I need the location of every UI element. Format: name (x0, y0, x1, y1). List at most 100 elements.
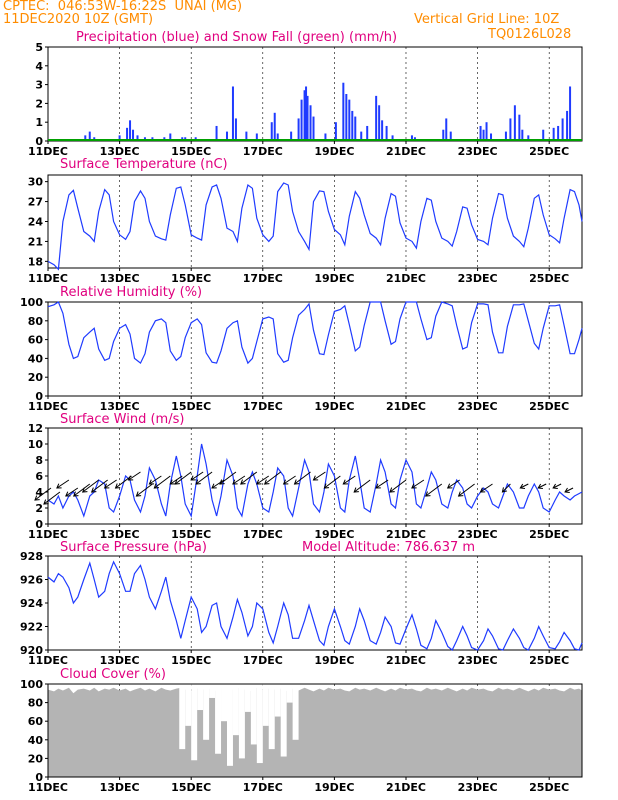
cloud-xtick-label: 13DEC (100, 781, 140, 794)
wind-arrow (342, 475, 356, 485)
wind-arrow (537, 483, 547, 489)
precip-bar (225, 131, 228, 141)
wind-arrow-head (135, 491, 142, 497)
wind-arrow-head (232, 479, 238, 485)
rh-xtick-label: 21DEC (386, 400, 426, 413)
precip-bar (410, 135, 413, 141)
precip-bar (245, 131, 248, 141)
precip-bar (290, 131, 293, 141)
wind-arrow (353, 479, 371, 493)
wind-arrow-head (195, 479, 201, 485)
wind-arrow-head (479, 487, 486, 493)
cloud-gap (250, 684, 257, 745)
precip-bar (354, 116, 357, 141)
wind-arrow-head (56, 483, 62, 489)
cloud-xtick-label: 25DEC (529, 781, 569, 794)
precip-bar (513, 105, 516, 141)
temp-ytick-label: 27 (28, 196, 43, 209)
wind-arrow (190, 471, 204, 481)
wind-arrow (219, 471, 237, 485)
temp-xtick-label: 25DEC (529, 272, 569, 285)
press-xtick-label: 21DEC (386, 654, 426, 667)
precip-xtick-label: 23DEC (458, 145, 498, 158)
rh-line (47, 301, 583, 365)
precip-bar (449, 131, 452, 141)
press-ytick-label: 926 (20, 574, 43, 587)
wind-arrow (232, 475, 246, 485)
wind-ytick-label: 12 (28, 422, 43, 435)
cloud-xtick-label: 23DEC (458, 781, 498, 794)
precip-bar (552, 127, 555, 141)
precip-ytick-label: 1 (35, 116, 43, 129)
wind-arrow (211, 479, 225, 489)
rh-xtick-label: 11DEC (28, 400, 68, 413)
cloud-gap (191, 684, 198, 761)
precip-bar (566, 110, 569, 141)
wind-arrow-head (411, 483, 417, 489)
wind-xtick-label: 19DEC (314, 528, 354, 541)
wind-line (47, 443, 583, 518)
wind-arrow (82, 479, 100, 493)
rh-xtick-label: 23DEC (458, 400, 498, 413)
temp-xtick-label: 17DEC (243, 272, 283, 285)
wind-ytick-label: 6 (35, 470, 43, 483)
precip-bar (348, 99, 351, 141)
wind-arrow (389, 479, 407, 493)
wind-xtick-label: 21DEC (386, 528, 426, 541)
wind-arrow-head (564, 487, 570, 493)
precip-bar (306, 95, 309, 141)
wind-arrow-head (43, 499, 49, 505)
rh-ytick-label: 100 (20, 296, 43, 309)
press-ytick-label: 922 (20, 621, 43, 634)
wind-arrow-head (425, 491, 431, 497)
wind-ytick-label: 8 (35, 454, 43, 467)
wind-arrow-head (174, 479, 180, 485)
press-ytick-label: 924 (20, 597, 43, 610)
precip-ytick-label: 0 (35, 135, 43, 148)
precip-bar (561, 118, 564, 141)
wind-arrow-head (211, 483, 217, 489)
wind-arrow-head (103, 483, 110, 489)
wind-arrow (411, 479, 425, 489)
cloud-ytick-label: 0 (35, 771, 43, 784)
precip-bar (445, 118, 448, 141)
rh-frame (47, 301, 583, 397)
wind-arrow-head (148, 479, 155, 485)
cloud-gap (292, 684, 299, 740)
precip-bar (342, 82, 345, 141)
precip-bar (129, 120, 132, 141)
precip-bar (297, 118, 300, 141)
precip-bar (118, 135, 121, 141)
wind-arrow-head (446, 483, 453, 489)
precip-bar (300, 99, 303, 141)
rh-title: Relative Humidity (%) (60, 285, 202, 300)
precip-bar (527, 135, 530, 141)
precip-bar (345, 94, 348, 141)
cloud-gap (197, 684, 204, 711)
wind-xtick-label: 11DEC (28, 528, 68, 541)
precip-ytick-label: 4 (35, 60, 43, 73)
wind-arrow (136, 483, 153, 497)
wind-xtick-label: 25DEC (529, 528, 569, 541)
wind-arrow (564, 487, 574, 493)
temp-ytick-label: 24 (28, 216, 44, 229)
rh-xtick-label: 13DEC (100, 400, 140, 413)
cloud-ytick-label: 100 (20, 678, 43, 691)
wind-arrow (256, 475, 270, 485)
header-datetime: 11DEC2020 10Z (GMT) (3, 12, 154, 27)
precip-bar (485, 122, 488, 141)
precip-bar (385, 125, 388, 141)
wind-arrow-head (389, 487, 395, 493)
wind-arrow-head (263, 479, 270, 485)
header-station: CPTEC: 046:53W-16:22S UNAI (MG) (3, 0, 243, 14)
precip-bar (391, 135, 394, 141)
rh-xtick-label: 19DEC (314, 400, 354, 413)
wind-arrow (34, 487, 52, 501)
precip-ytick-label: 5 (35, 41, 43, 54)
wind-arrow (154, 475, 171, 489)
precip-bar (509, 118, 512, 141)
precip-bar (270, 122, 273, 141)
cloud-ytick-label: 60 (28, 715, 44, 728)
precip-ytick-label: 3 (35, 79, 43, 92)
wind-arrow-head (81, 487, 88, 493)
